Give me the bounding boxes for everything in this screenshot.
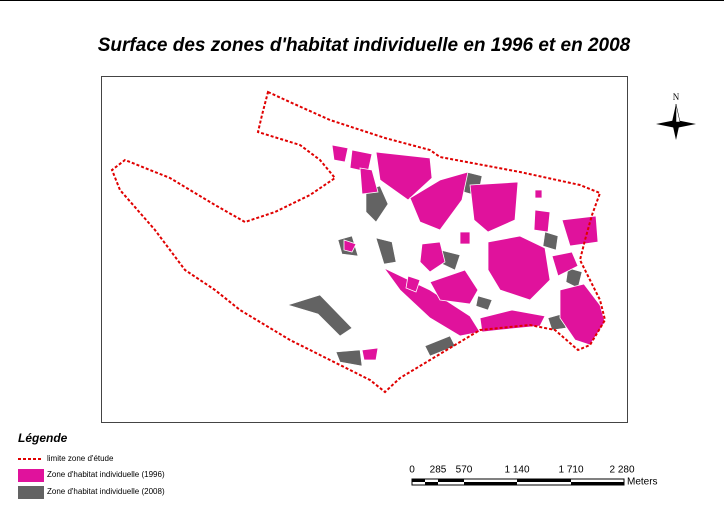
arrow-ew bbox=[656, 120, 696, 128]
study-boundary bbox=[110, 90, 607, 394]
legend-swatch bbox=[18, 486, 44, 499]
scale-segment bbox=[517, 479, 571, 482]
zone-2008 bbox=[542, 231, 559, 251]
scale-segment bbox=[412, 479, 425, 482]
scale-segment bbox=[438, 479, 464, 482]
zone-1996 bbox=[459, 231, 471, 245]
scale-label: 1 140 bbox=[504, 465, 529, 476]
scale-label: 285 bbox=[430, 465, 447, 476]
zone-1996 bbox=[331, 144, 349, 163]
legend-item: limite zone d'étude bbox=[47, 454, 114, 463]
zone-1996 bbox=[343, 239, 357, 253]
north-label: N bbox=[673, 92, 680, 102]
zone-1996 bbox=[361, 347, 379, 361]
zone-1996 bbox=[534, 189, 543, 199]
zone-1996 bbox=[359, 167, 379, 195]
zone-2008 bbox=[475, 295, 493, 311]
zone-2008 bbox=[335, 349, 363, 367]
legend-swatch bbox=[18, 469, 44, 482]
zone-2008 bbox=[365, 185, 389, 223]
zone-1996 bbox=[429, 269, 479, 305]
scale-bar: 0 285 570 1 140 1 710 2 280 Meters bbox=[409, 465, 657, 488]
north-arrow: N bbox=[656, 92, 696, 140]
zone-1996 bbox=[419, 241, 446, 273]
map-frame bbox=[101, 76, 628, 423]
legend-item: Zone d'habitat individuelle (1996) bbox=[47, 470, 165, 479]
zone-1996 bbox=[409, 171, 469, 231]
scale-label: 1 710 bbox=[558, 465, 583, 476]
zone-1996 bbox=[405, 275, 421, 293]
scale-unit: Meters bbox=[627, 477, 658, 488]
map-features bbox=[110, 90, 607, 394]
scale-segment bbox=[571, 482, 624, 485]
legend-title: Légende bbox=[18, 431, 68, 445]
scale-segment bbox=[464, 482, 517, 485]
zone-1996 bbox=[487, 235, 551, 301]
zone-2008 bbox=[375, 237, 397, 265]
zone-1996 bbox=[533, 209, 551, 233]
map-title: Surface des zones d'habitat individuelle… bbox=[98, 35, 631, 56]
zone-1996 bbox=[469, 181, 519, 233]
scale-label: 2 280 bbox=[609, 465, 634, 476]
zone-1996 bbox=[551, 251, 579, 277]
arrow-highlight bbox=[675, 103, 681, 123]
zone-2008 bbox=[286, 294, 353, 337]
zone-1996 bbox=[375, 151, 433, 201]
scale-label: 0 bbox=[409, 465, 415, 476]
scale-segment bbox=[425, 482, 438, 485]
legend-item: Zone d'habitat individuelle (2008) bbox=[47, 487, 165, 496]
zone-1996 bbox=[559, 283, 606, 346]
scale-label: 570 bbox=[456, 465, 473, 476]
